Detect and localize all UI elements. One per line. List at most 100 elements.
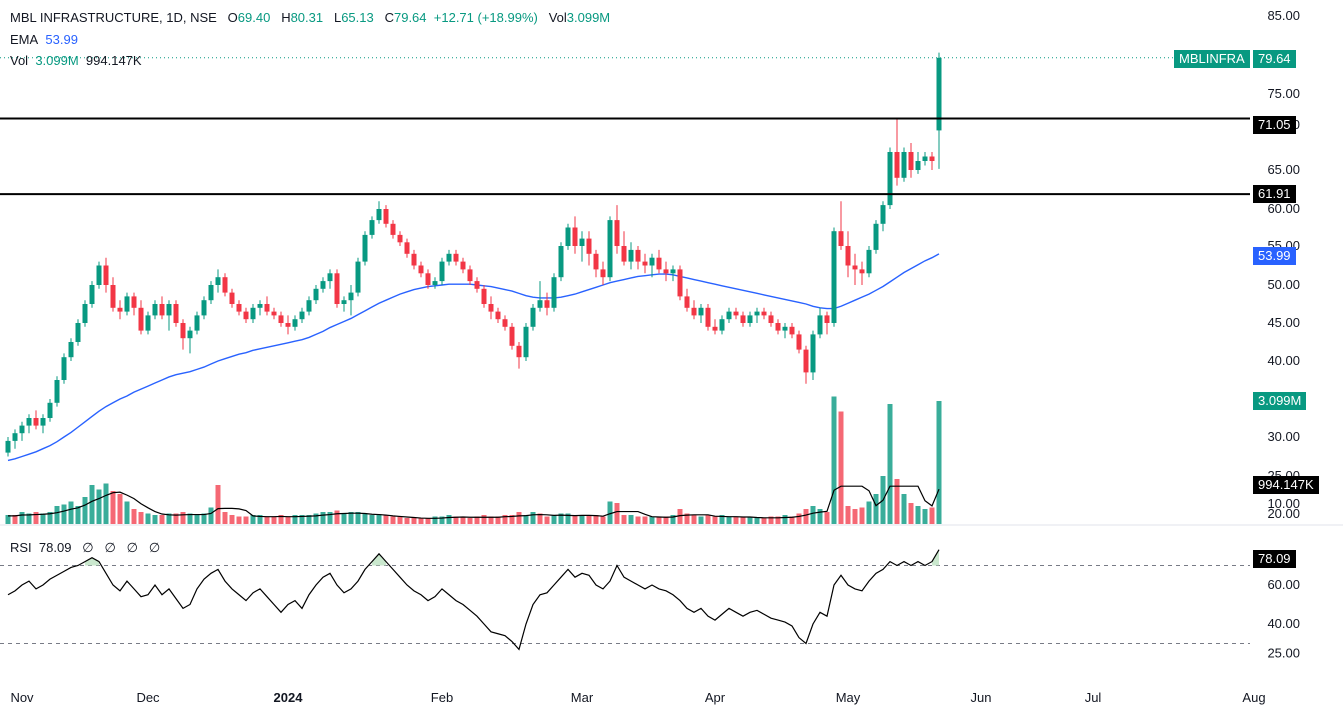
ticker-text: MBLINFRA (1179, 51, 1245, 66)
volume-bar (166, 513, 172, 524)
candle (236, 300, 242, 316)
candle (250, 304, 256, 323)
candle-body (866, 249, 872, 274)
candle (432, 277, 438, 289)
volume-bar (705, 515, 711, 524)
rsi-legend[interactable]: RSI 78.09 ∅ ∅ ∅ ∅ (10, 540, 160, 556)
candle-body (831, 231, 837, 323)
candle-body (677, 269, 683, 297)
time-tick-label: Aug (1242, 690, 1265, 705)
low-value: 65.13 (341, 10, 374, 25)
volume-bar (12, 515, 18, 524)
candle (348, 285, 354, 316)
volume-bar (313, 513, 319, 524)
candle (614, 205, 620, 254)
candle-body (26, 418, 32, 426)
volume-ma-badge: 994.147K (1253, 476, 1319, 494)
candle-body (236, 304, 242, 312)
candle (635, 246, 641, 270)
candle (740, 311, 746, 327)
volume-bar (271, 516, 277, 524)
candle-body (586, 238, 592, 254)
volume-bar (376, 515, 382, 524)
rsi-extra-4: ∅ (148, 540, 161, 555)
price-tick-label: 40.00 (1267, 353, 1300, 368)
rsi-badge: 78.09 (1253, 550, 1296, 568)
candle (187, 326, 193, 354)
volume-bar (894, 479, 900, 524)
candle (103, 257, 109, 293)
candle (292, 315, 298, 331)
volume-bar (551, 515, 557, 524)
candle-body (362, 234, 368, 262)
volume-bar (586, 515, 592, 524)
change-value: +12.71 (+18.99%) (433, 10, 538, 25)
candle-body (75, 323, 81, 342)
volume-bar (754, 518, 760, 524)
volume-bar (481, 515, 487, 524)
volume-bar (761, 518, 767, 524)
candle (691, 300, 697, 320)
volume-bar (68, 501, 74, 524)
volume-bar (404, 518, 410, 524)
volume-bar (460, 516, 466, 524)
candle (579, 231, 585, 262)
candle-body (628, 249, 634, 262)
ema-line (7, 253, 940, 462)
ema-legend[interactable]: EMA 53.99 (10, 32, 78, 47)
candle (670, 265, 676, 282)
symbol-title[interactable]: MBL INFRASTRUCTURE, 1D, NSE (10, 10, 217, 25)
volume-bar (803, 509, 809, 524)
candle (677, 265, 683, 301)
candle (313, 285, 319, 304)
candle-body (754, 311, 760, 316)
volume-bar (103, 483, 109, 524)
candle-body (915, 161, 921, 170)
volume-badge: 3.099M (1253, 392, 1307, 410)
candle (572, 216, 578, 254)
candle (110, 277, 116, 312)
volume-bar (698, 516, 704, 524)
volume-legend[interactable]: Vol 3.099M 994.147K (10, 53, 142, 68)
volume-bar (145, 513, 151, 524)
volume-bar (852, 509, 858, 524)
candle (5, 437, 11, 457)
volume-bar (180, 512, 186, 524)
close-value: 79.64 (393, 10, 427, 25)
candle (509, 323, 515, 350)
candle-body (47, 402, 53, 418)
candle-body (173, 304, 179, 323)
volume-bar (523, 515, 529, 524)
candle (278, 311, 284, 327)
volume-bar (740, 516, 746, 524)
candle (411, 249, 417, 270)
high-value: 80.31 (290, 10, 324, 25)
vol-ma-value: 994.147K (85, 53, 142, 68)
volume-ma-path (8, 485, 940, 519)
volume-bar (40, 513, 46, 524)
volume-bar (530, 512, 536, 524)
candle-body (369, 220, 375, 235)
candle (824, 311, 830, 335)
candle (873, 220, 879, 254)
candle-body (845, 246, 851, 266)
rsi-tick-label: 25.00 (1267, 645, 1300, 660)
open-value: 69.40 (237, 10, 271, 25)
price-tick-label: 50.00 (1267, 277, 1300, 292)
candle-body (299, 311, 305, 320)
time-tick-label: Jul (1085, 690, 1102, 705)
candle-body (257, 304, 263, 308)
candle-body (446, 253, 452, 262)
candle (229, 288, 235, 308)
candle (719, 315, 725, 335)
volume-bar (495, 516, 501, 524)
candle (257, 300, 263, 316)
candle-body (180, 323, 186, 339)
candle-body (481, 288, 487, 304)
volume-bar (33, 512, 39, 524)
volume-bar (299, 515, 305, 524)
candle (915, 152, 921, 174)
candle-body (411, 253, 417, 266)
candle-body (579, 238, 585, 246)
